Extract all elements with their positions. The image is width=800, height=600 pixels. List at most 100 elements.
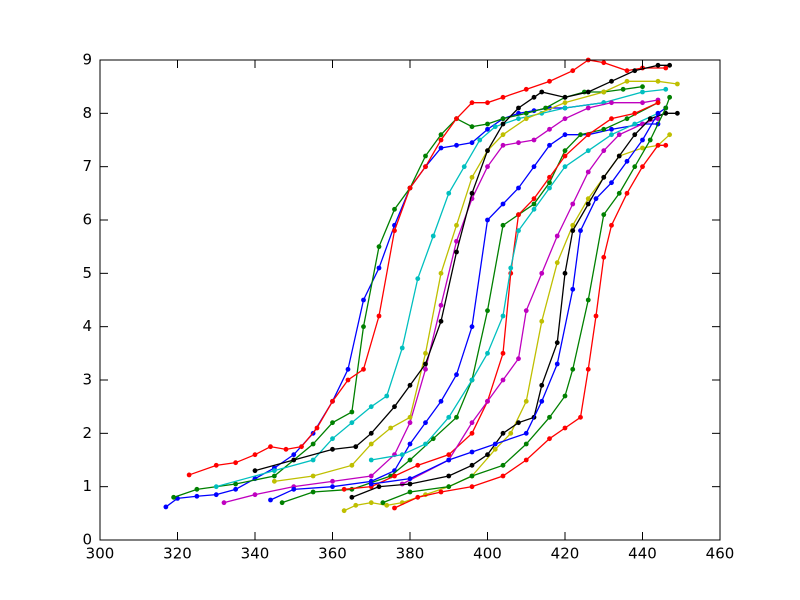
data-point: [415, 276, 421, 282]
data-point: [291, 457, 297, 463]
data-point: [392, 505, 397, 511]
data-point: [663, 142, 669, 148]
data-line: [165, 102, 604, 508]
data-point: [543, 105, 549, 111]
data-point: [407, 441, 413, 447]
data-point: [194, 486, 200, 492]
data-point: [454, 116, 459, 122]
data-point: [632, 110, 638, 116]
data-point: [271, 478, 277, 484]
data-point: [407, 414, 413, 420]
data-point: [531, 137, 537, 143]
data-point: [539, 318, 545, 324]
x-tick-label: 340: [241, 545, 270, 563]
data-point: [446, 190, 452, 196]
data-point: [252, 468, 258, 474]
data-point: [438, 398, 444, 404]
data-point: [624, 158, 630, 164]
data-point: [415, 462, 421, 468]
data-point: [485, 350, 490, 356]
data-point: [485, 217, 490, 223]
data-point: [252, 492, 258, 498]
data-point: [310, 441, 316, 447]
data-point: [407, 476, 413, 482]
data-point: [609, 78, 614, 84]
data-point: [516, 212, 521, 218]
data-point: [562, 94, 568, 100]
data-point: [609, 180, 614, 186]
y-tick-label: 0: [82, 531, 92, 549]
x-tick-label: 460: [706, 545, 735, 563]
data-point: [609, 126, 614, 132]
data-point: [461, 164, 467, 170]
data-point: [477, 137, 483, 143]
data-point: [632, 132, 638, 138]
data-point: [562, 100, 568, 106]
data-point: [368, 457, 374, 463]
data-point: [624, 116, 630, 122]
y-tick-label: 4: [82, 317, 92, 335]
data-point: [492, 441, 498, 447]
data-point: [279, 500, 285, 506]
data-point: [233, 460, 239, 466]
data-point: [609, 222, 614, 228]
data-point: [570, 201, 576, 207]
data-point: [423, 420, 428, 426]
data-point: [438, 302, 444, 308]
data-point: [438, 145, 444, 151]
data-point: [539, 398, 545, 404]
data-point: [539, 270, 545, 276]
data-point: [585, 201, 591, 207]
data-point: [667, 94, 673, 100]
x-tick-label: 360: [318, 545, 347, 563]
data-point: [508, 430, 514, 436]
data-point: [547, 436, 552, 442]
data-point: [655, 116, 661, 122]
data-point: [601, 254, 607, 260]
data-point: [523, 308, 529, 314]
y-tick-label: 9: [82, 51, 92, 69]
data-point: [221, 500, 227, 506]
data-point: [655, 62, 661, 68]
data-point: [430, 233, 436, 239]
x-tick-label: 440: [628, 545, 657, 563]
data-point: [655, 100, 661, 106]
data-point: [624, 190, 630, 196]
data-point: [349, 409, 355, 415]
data-point: [485, 308, 490, 314]
data-point: [349, 462, 355, 468]
data-point: [213, 462, 219, 468]
y-tick-label: 3: [82, 371, 92, 389]
data-point: [674, 81, 680, 87]
data-point: [570, 286, 576, 292]
data-point: [500, 116, 506, 122]
data-point: [640, 145, 645, 151]
data-point: [233, 486, 239, 492]
data-point: [562, 164, 568, 170]
data-point: [570, 366, 576, 372]
data-point: [469, 420, 475, 426]
data-point: [578, 228, 583, 234]
data-point: [423, 361, 428, 367]
data-point: [349, 420, 355, 426]
data-point: [454, 249, 459, 255]
data-point: [485, 126, 490, 132]
y-tick-label: 8: [82, 104, 92, 122]
data-point: [500, 132, 506, 138]
data-point: [547, 180, 552, 186]
data-point: [485, 148, 490, 154]
data-point: [523, 430, 529, 436]
data-point: [578, 132, 583, 138]
data-point: [539, 382, 545, 388]
data-point: [330, 478, 335, 484]
data-point: [271, 473, 277, 479]
data-point: [268, 497, 273, 503]
data-point: [213, 492, 219, 498]
data-point: [601, 212, 607, 218]
data-point: [415, 494, 421, 500]
data-point: [213, 484, 219, 490]
data-point: [368, 481, 374, 487]
data-point: [368, 500, 374, 506]
data-point: [454, 222, 459, 228]
